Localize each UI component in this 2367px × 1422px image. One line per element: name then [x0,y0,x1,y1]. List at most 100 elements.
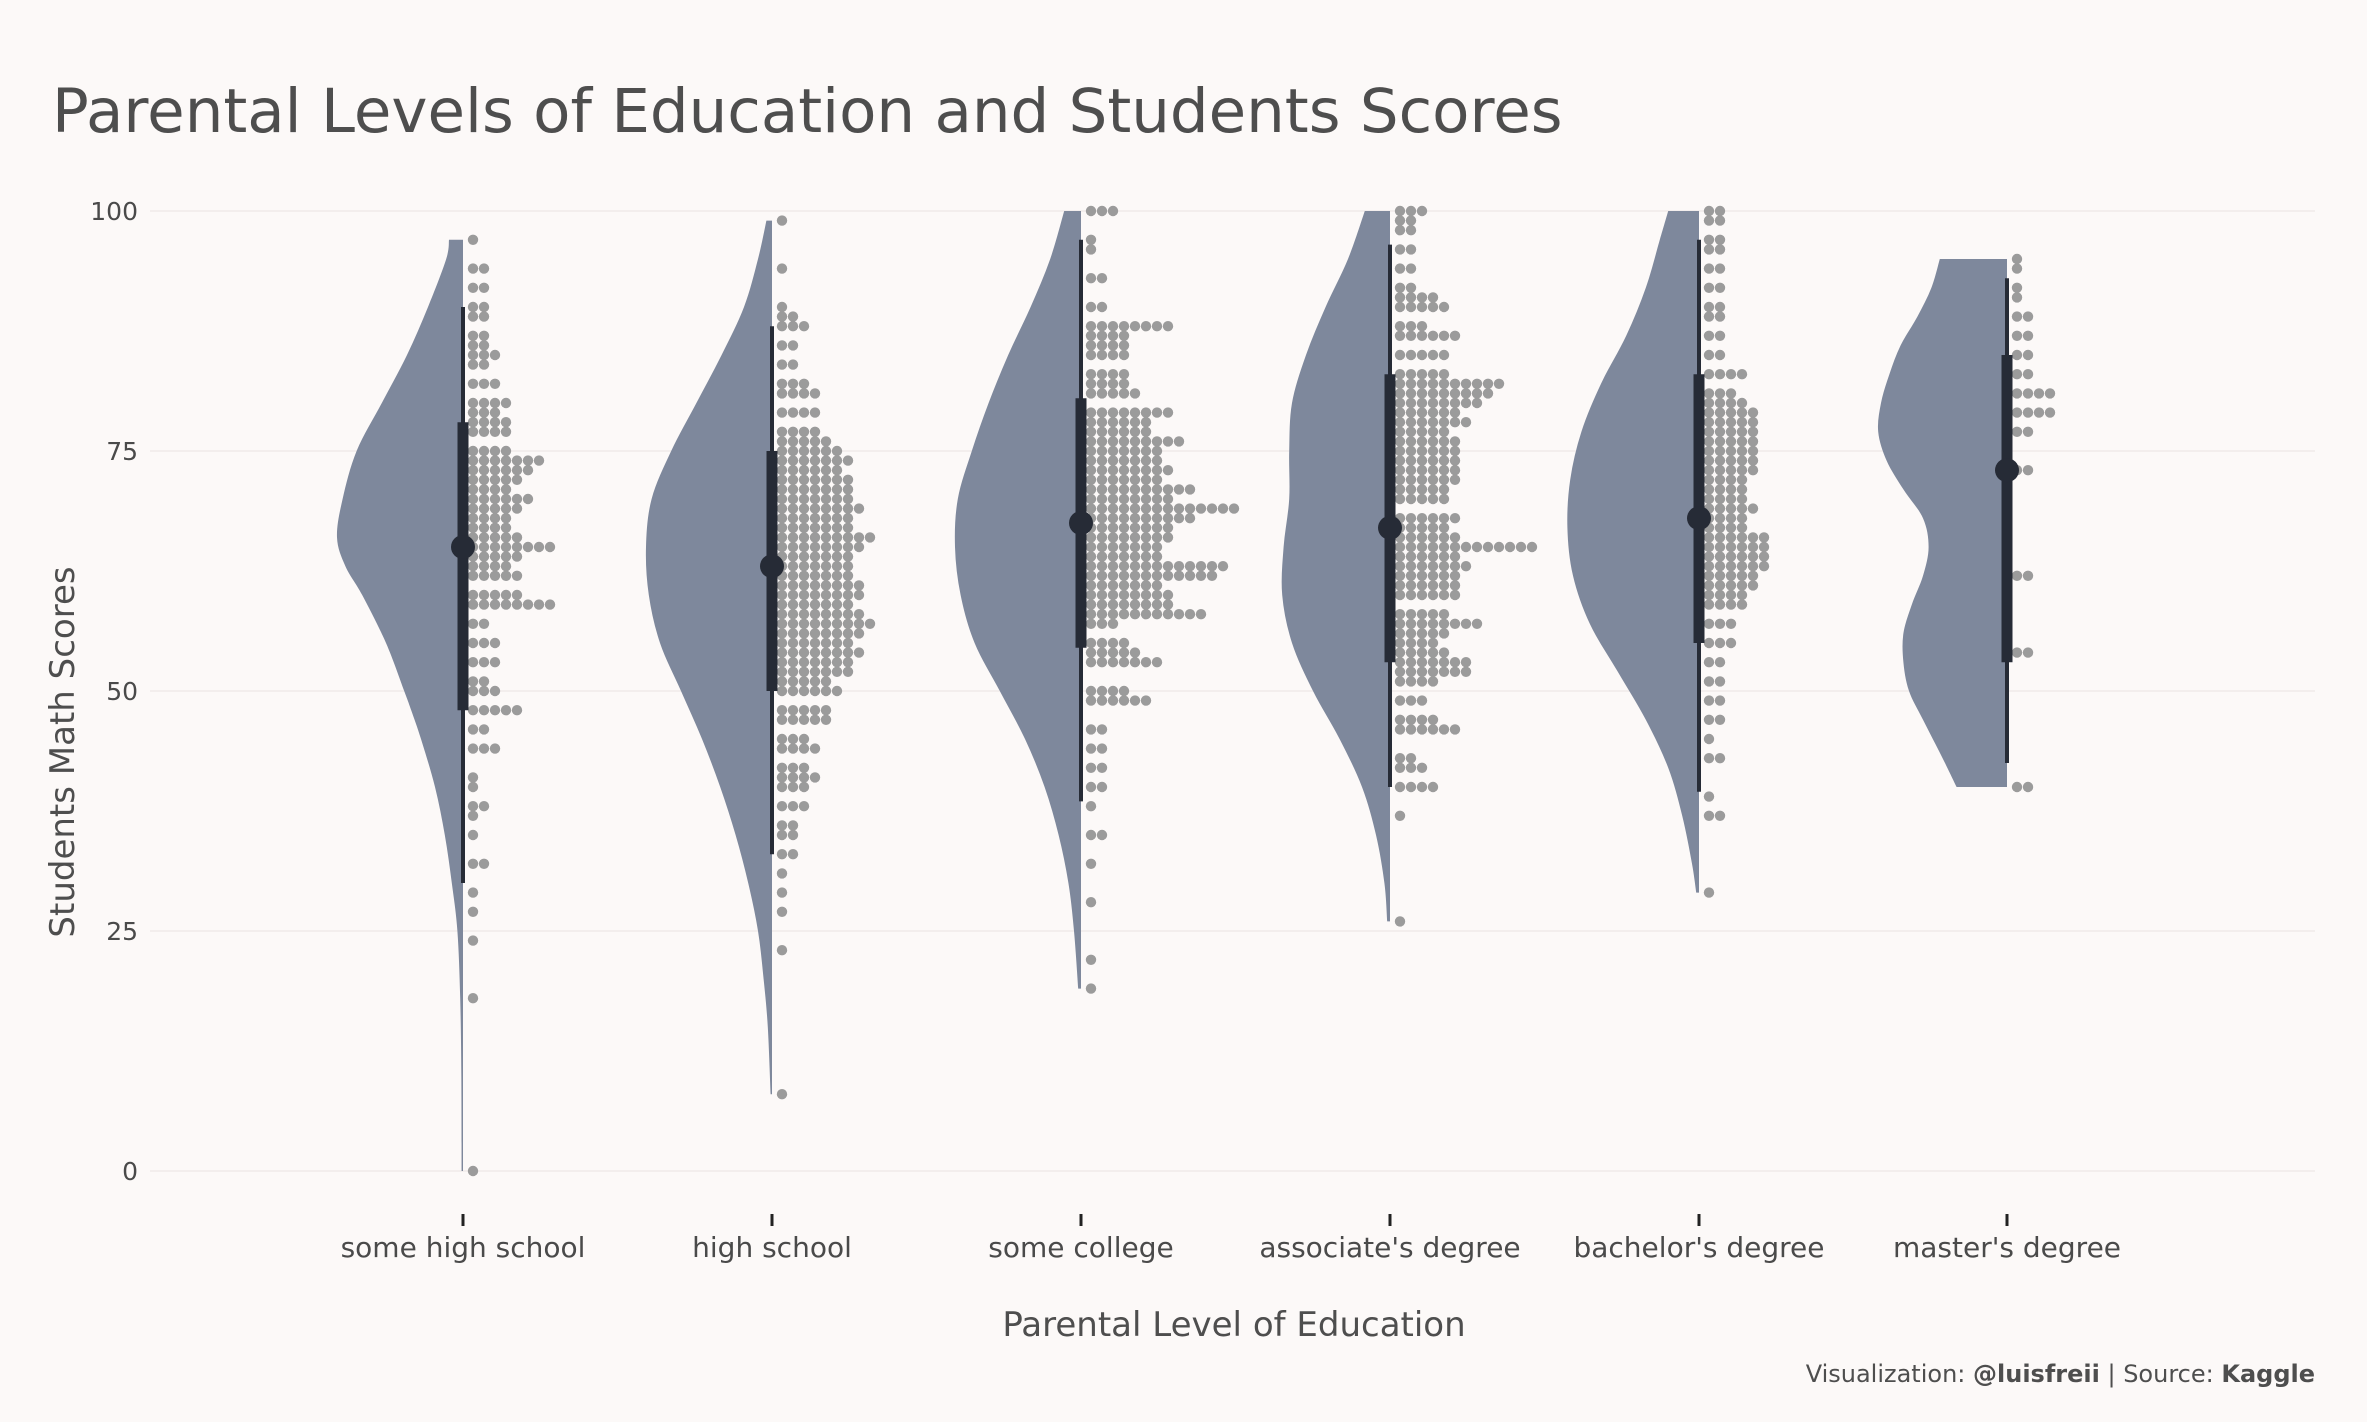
data-point [1151,493,1163,505]
data-point [1405,484,1417,495]
data-point [853,580,865,591]
data-point [787,436,799,447]
data-point [853,589,865,601]
data-point [1394,369,1406,380]
data-point [1107,369,1119,380]
data-point [1703,407,1715,418]
data-point [776,609,788,620]
data-point [1162,513,1174,524]
data-point [1162,484,1174,495]
data-point [842,484,854,495]
data-point [809,657,821,668]
data-point [776,541,788,553]
data-point [489,561,501,572]
data-point [809,455,821,466]
data-point [820,493,832,505]
data-point [1449,570,1461,581]
data-point [787,743,799,754]
data-point [467,397,479,409]
data-point [1725,522,1737,533]
data-point [1427,292,1439,303]
data-point [500,417,512,428]
data-point [1405,445,1417,457]
data-point [1747,561,1759,572]
data-point [1394,647,1406,658]
data-point [798,426,810,437]
data-point [1405,205,1417,217]
data-point [787,532,799,543]
data-point [511,551,523,562]
data-point [809,551,821,562]
data-point [776,772,788,783]
data-point [1140,522,1152,533]
data-point [1725,397,1737,409]
data-point [500,541,512,553]
data-point [500,513,512,524]
data-point [478,743,490,754]
data-point [1096,647,1108,658]
data-point [1725,551,1737,562]
data-point [798,493,810,505]
x-tick-label: master's degree [1893,1231,2121,1264]
data-point [1394,781,1406,793]
data-point [478,637,490,649]
data-point [1416,378,1428,389]
data-point [1140,455,1152,466]
data-point [787,733,799,745]
data-point [1416,292,1428,303]
data-point [1736,426,1748,437]
data-point [1151,589,1163,601]
caption-prefix: Visualization: [1806,1360,1973,1388]
data-point [467,493,479,505]
violin-group [954,205,1240,994]
data-point [1118,340,1130,351]
data-point [1405,666,1417,677]
data-point [1195,609,1207,620]
data-point [1140,474,1152,485]
data-point [1405,263,1417,274]
data-point [1162,599,1174,610]
data-point [1427,589,1439,601]
data-point [1085,685,1097,697]
data-point [1118,465,1130,476]
data-point [842,647,854,658]
data-point [1129,503,1141,514]
data-point [1438,407,1450,418]
data-point [1714,599,1726,610]
data-point [1107,493,1119,505]
data-point [1228,503,1240,514]
data-point [2011,426,2023,437]
data-point [798,484,810,495]
data-point [1416,532,1428,543]
data-point [1085,657,1097,668]
caption-source: Kaggle [2221,1360,2315,1388]
data-point [1195,561,1207,572]
data-point [1438,397,1450,409]
data-point [1129,436,1141,447]
data-point [1736,513,1748,524]
data-point [1471,397,1483,409]
data-point [1162,561,1174,572]
data-point [1438,301,1450,313]
data-point [1162,436,1174,447]
data-point [798,541,810,553]
data-point [809,705,821,716]
data-point [1405,301,1417,313]
data-point [1140,570,1152,581]
data-point [1085,532,1097,543]
data-point [1394,330,1406,341]
data-point [1107,657,1119,668]
data-point [489,657,501,668]
data-point [798,465,810,476]
data-point [1206,570,1218,581]
data-point [1096,541,1108,553]
data-point [2022,426,2034,437]
data-point [787,551,799,562]
data-point [1714,561,1726,572]
data-point [1107,647,1119,658]
data-point [1703,474,1715,485]
data-point [1714,263,1726,274]
data-point [1085,417,1097,428]
data-point [1703,436,1715,447]
data-point [1151,551,1163,562]
